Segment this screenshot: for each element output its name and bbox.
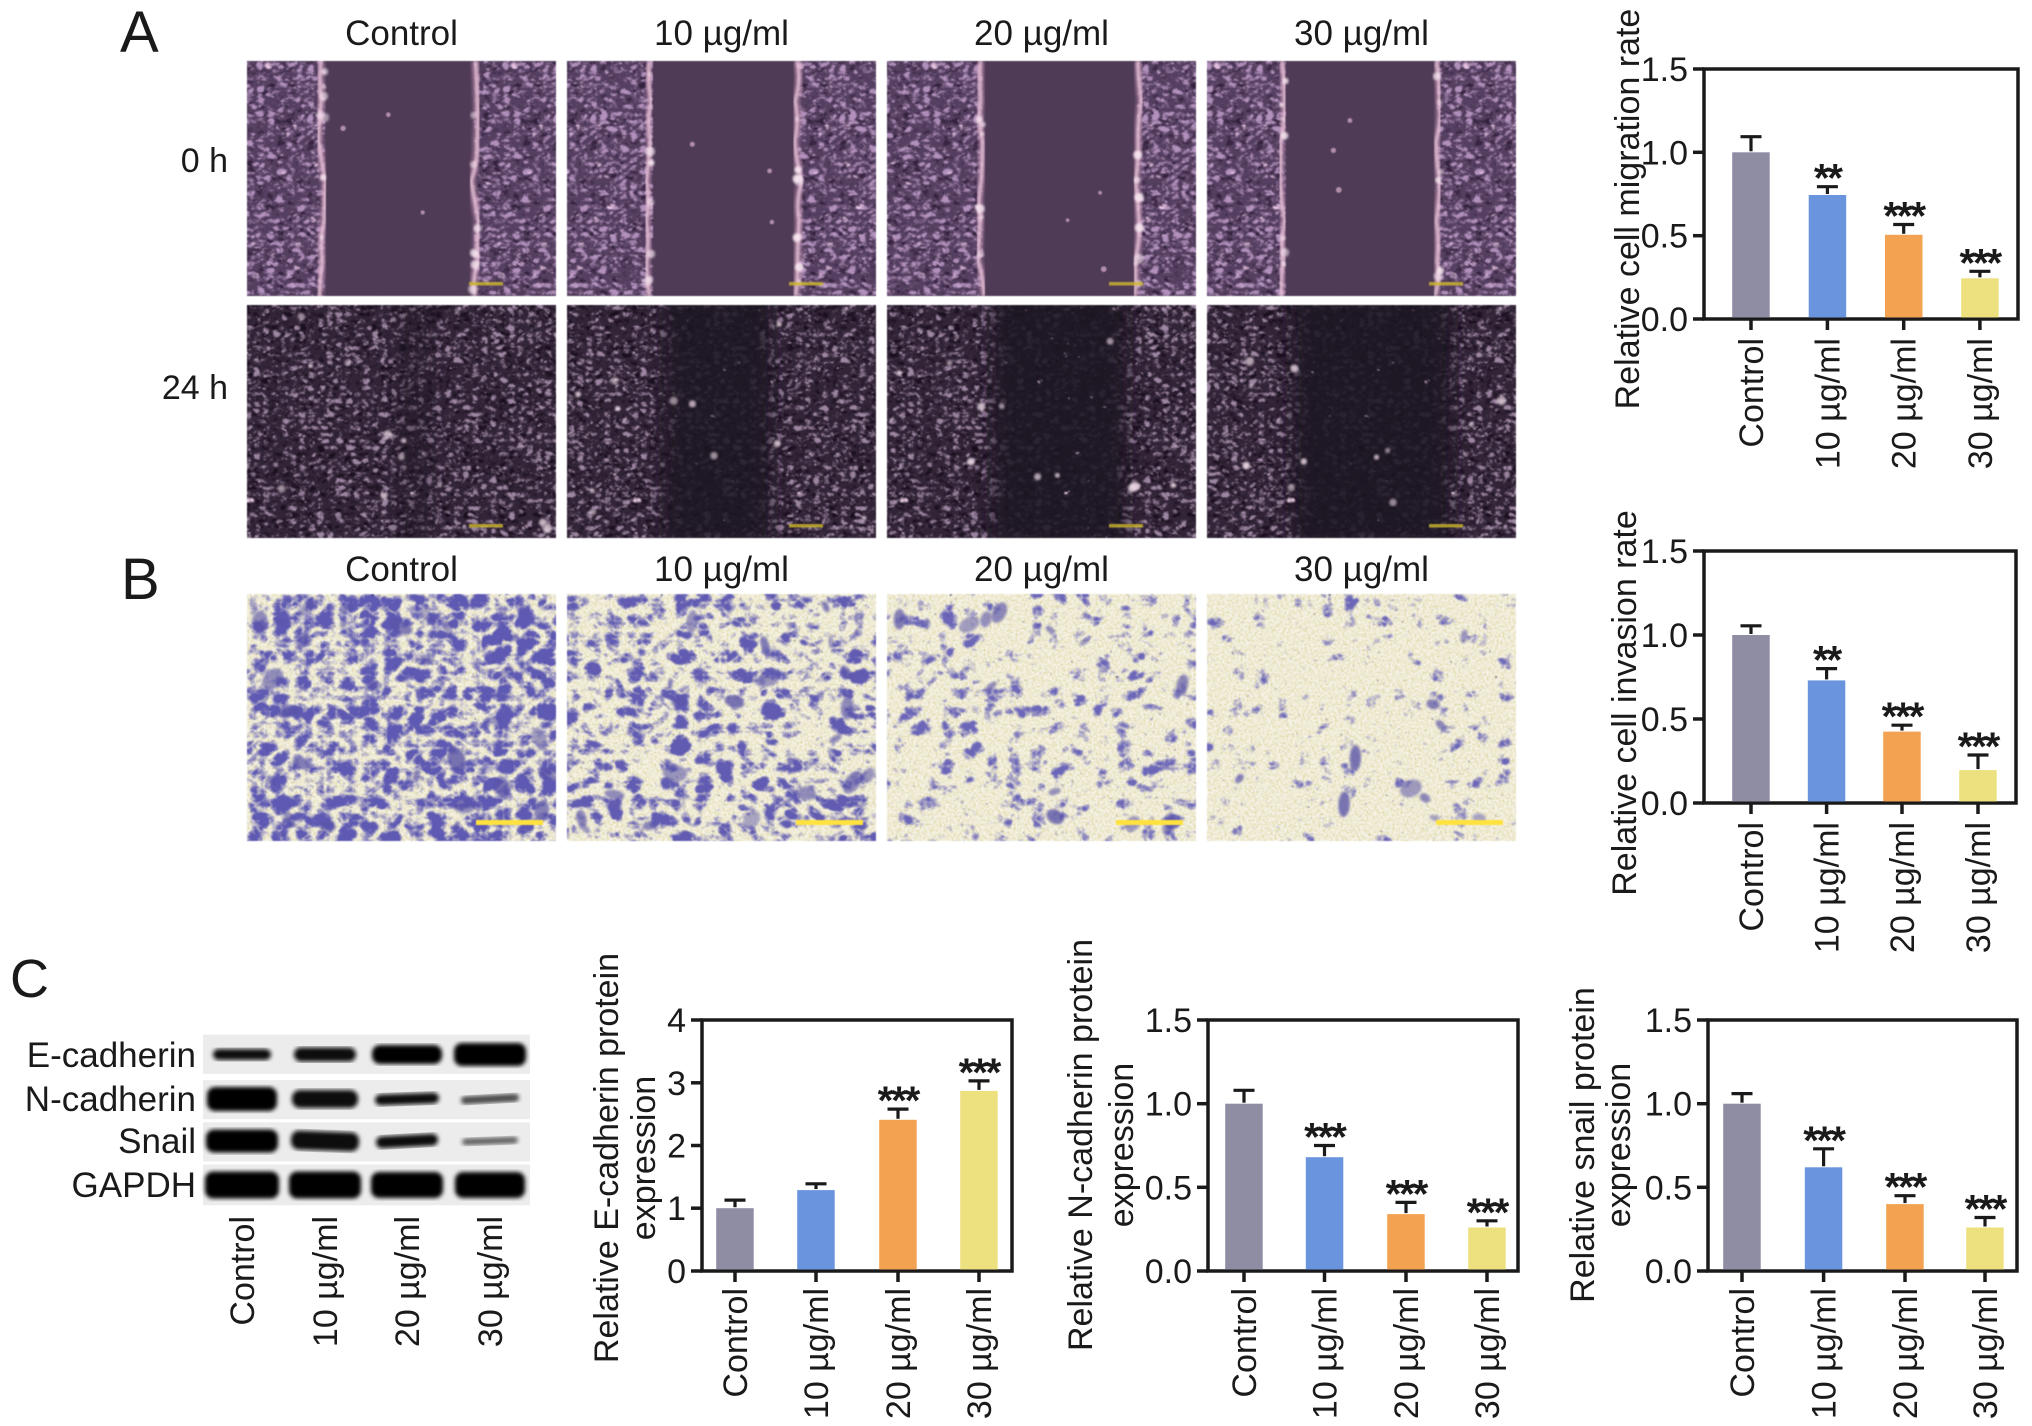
svg-text:***: *** — [1885, 1166, 1928, 1210]
svg-text:30 µg/ml: 30 µg/ml — [1469, 1288, 1507, 1419]
svg-text:0 h: 0 h — [181, 142, 228, 180]
svg-text:Relative cell invasion rate: Relative cell invasion rate — [1606, 510, 1644, 896]
svg-text:10 µg/ml: 10 µg/ml — [654, 550, 789, 589]
svg-text:***: *** — [1882, 695, 1925, 739]
svg-text:***: *** — [1958, 725, 2001, 769]
svg-text:***: *** — [1386, 1172, 1429, 1216]
svg-text:expression: expression — [625, 1076, 663, 1240]
svg-text:0.5: 0.5 — [1641, 701, 1688, 739]
svg-text:24 h: 24 h — [162, 369, 228, 407]
svg-text:30 µg/ml: 30 µg/ml — [1962, 338, 2000, 469]
svg-text:Control: Control — [224, 1216, 262, 1326]
svg-text:***: *** — [1803, 1119, 1846, 1163]
svg-text:2: 2 — [667, 1128, 686, 1166]
svg-text:B: B — [121, 547, 160, 612]
svg-text:Relative snail protein: Relative snail protein — [1564, 987, 1602, 1303]
svg-text:Snail: Snail — [118, 1122, 196, 1161]
svg-text:Relative N-cadherin protein: Relative N-cadherin protein — [1062, 939, 1100, 1351]
svg-text:C: C — [10, 949, 49, 1009]
svg-text:***: *** — [1883, 195, 1926, 239]
svg-text:***: *** — [1960, 241, 2003, 285]
svg-text:10 µg/ml: 10 µg/ml — [1806, 1288, 1844, 1419]
svg-text:20 µg/ml: 20 µg/ml — [1886, 338, 1924, 469]
svg-text:Relative cell migration rate: Relative cell migration rate — [1609, 9, 1647, 410]
svg-text:A: A — [120, 0, 159, 65]
svg-text:0.5: 0.5 — [1641, 218, 1688, 256]
svg-text:30 µg/ml: 30 µg/ml — [1294, 14, 1429, 53]
svg-text:10 µg/ml: 10 µg/ml — [654, 14, 789, 53]
svg-text:Control: Control — [345, 550, 458, 589]
svg-text:Control: Control — [1724, 1288, 1762, 1398]
svg-text:20 µg/ml: 20 µg/ml — [1887, 1288, 1925, 1419]
svg-text:1.5: 1.5 — [1145, 1002, 1192, 1040]
svg-text:1.0: 1.0 — [1145, 1086, 1192, 1124]
svg-text:***: *** — [1965, 1188, 2008, 1232]
svg-text:10 µg/ml: 10 µg/ml — [1809, 338, 1847, 469]
svg-text:20 µg/ml: 20 µg/ml — [389, 1216, 427, 1347]
svg-text:0: 0 — [667, 1253, 686, 1291]
svg-text:Relative E-cadherin protein: Relative E-cadherin protein — [588, 953, 626, 1363]
svg-text:10 µg/ml: 10 µg/ml — [1809, 822, 1847, 953]
svg-text:Control: Control — [1733, 338, 1771, 448]
svg-text:1.5: 1.5 — [1641, 533, 1688, 571]
svg-text:30 µg/ml: 30 µg/ml — [1960, 822, 1998, 953]
svg-text:***: *** — [1467, 1191, 1510, 1235]
svg-text:0.0: 0.0 — [1641, 301, 1688, 339]
svg-text:10 µg/ml: 10 µg/ml — [307, 1216, 345, 1347]
svg-text:10 µg/ml: 10 µg/ml — [1307, 1288, 1345, 1419]
svg-text:**: ** — [1814, 157, 1844, 201]
svg-text:1: 1 — [667, 1190, 686, 1228]
svg-text:1.5: 1.5 — [1645, 1002, 1692, 1040]
svg-text:***: *** — [878, 1079, 921, 1123]
svg-text:20 µg/ml: 20 µg/ml — [974, 550, 1109, 589]
svg-text:expression: expression — [1600, 1063, 1638, 1227]
svg-text:Control: Control — [345, 14, 458, 53]
svg-text:0.5: 0.5 — [1645, 1169, 1692, 1207]
svg-text:1.0: 1.0 — [1641, 134, 1688, 172]
svg-text:Control: Control — [1733, 822, 1771, 932]
svg-text:30 µg/ml: 30 µg/ml — [1967, 1288, 2005, 1419]
svg-text:4: 4 — [667, 1002, 686, 1040]
svg-text:20 µg/ml: 20 µg/ml — [974, 14, 1109, 53]
svg-text:30 µg/ml: 30 µg/ml — [472, 1216, 510, 1347]
svg-text:0.0: 0.0 — [1145, 1253, 1192, 1291]
svg-text:GAPDH: GAPDH — [72, 1166, 196, 1205]
svg-text:30 µg/ml: 30 µg/ml — [961, 1288, 999, 1419]
svg-text:20 µg/ml: 20 µg/ml — [1884, 822, 1922, 953]
svg-text:20 µg/ml: 20 µg/ml — [1388, 1288, 1426, 1419]
svg-text:3: 3 — [667, 1065, 686, 1103]
svg-text:30 µg/ml: 30 µg/ml — [1294, 550, 1429, 589]
svg-text:N-cadherin: N-cadherin — [25, 1080, 196, 1119]
svg-text:1.0: 1.0 — [1641, 617, 1688, 655]
svg-text:1.0: 1.0 — [1645, 1086, 1692, 1124]
svg-text:10 µg/ml: 10 µg/ml — [798, 1288, 836, 1419]
svg-text:E-cadherin: E-cadherin — [27, 1036, 196, 1075]
svg-text:Control: Control — [717, 1288, 755, 1398]
svg-text:20 µg/ml: 20 µg/ml — [880, 1288, 918, 1419]
svg-text:**: ** — [1813, 639, 1843, 683]
svg-text:0.0: 0.0 — [1641, 785, 1688, 823]
svg-text:***: *** — [1304, 1116, 1347, 1160]
svg-text:0.0: 0.0 — [1645, 1253, 1692, 1291]
svg-text:0.5: 0.5 — [1145, 1169, 1192, 1207]
svg-text:expression: expression — [1103, 1063, 1141, 1227]
svg-text:1.5: 1.5 — [1641, 51, 1688, 89]
svg-text:Control: Control — [1226, 1288, 1264, 1398]
svg-text:***: *** — [959, 1051, 1002, 1095]
